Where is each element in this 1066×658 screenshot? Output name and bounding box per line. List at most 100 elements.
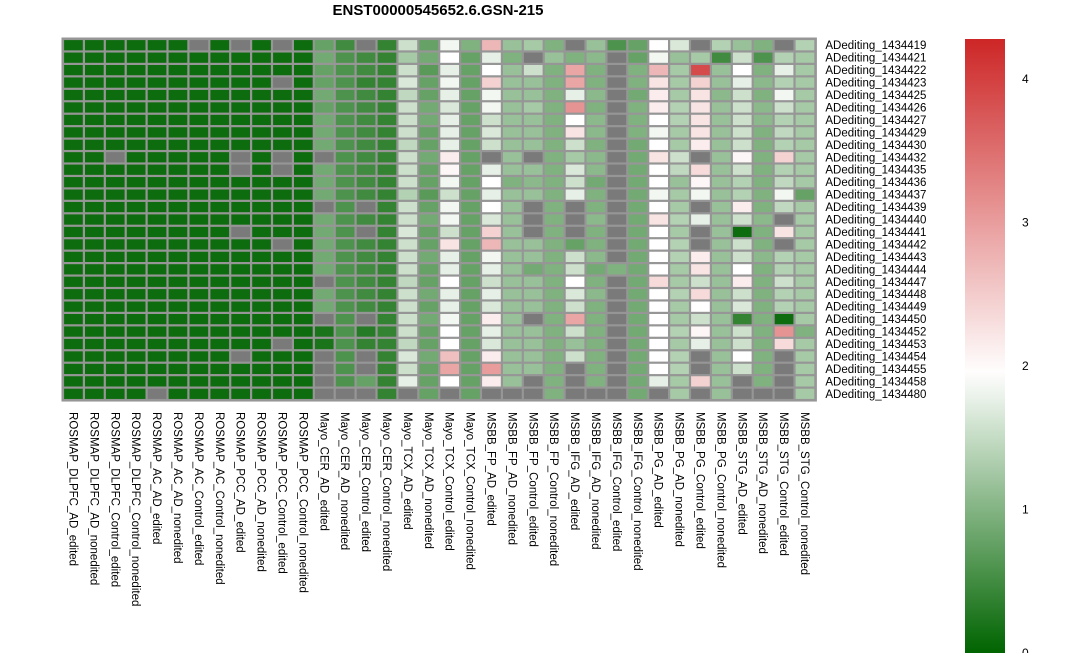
heatmap-cell <box>273 77 292 88</box>
heatmap-cell <box>440 326 459 337</box>
heatmap-cell <box>712 264 731 275</box>
row-label: ADediting_1434429 <box>825 127 926 139</box>
heatmap-cell <box>189 102 209 113</box>
heatmap-cell <box>649 164 668 175</box>
heatmap-cell <box>691 351 710 362</box>
heatmap-cell <box>691 139 710 150</box>
heatmap-cell <box>335 152 355 163</box>
heatmap-cell <box>753 314 773 325</box>
heatmap-cell <box>482 376 501 387</box>
heatmap-cell <box>795 214 815 225</box>
heatmap-cell <box>105 102 125 113</box>
heatmap-cell <box>544 52 564 63</box>
heatmap-cell <box>544 264 564 275</box>
heatmap-cell <box>105 65 125 76</box>
heatmap-cell <box>774 127 794 138</box>
row-label: ADediting_1434421 <box>825 53 926 65</box>
heatmap-cell <box>126 351 146 362</box>
heatmap-cell <box>503 177 522 188</box>
heatmap-cell <box>105 338 125 350</box>
heatmap-cell <box>440 226 459 238</box>
heatmap-cell <box>586 289 606 300</box>
heatmap-cell <box>64 177 83 188</box>
heatmap-cell <box>712 251 731 262</box>
heatmap-cell <box>565 289 585 300</box>
column-label: Mayo_TCX_AD_nonedited <box>422 412 434 549</box>
heatmap-cell <box>189 139 209 150</box>
heatmap-cell <box>126 52 146 63</box>
heatmap-cell <box>440 114 459 126</box>
heatmap-cell <box>670 314 689 325</box>
heatmap-cell <box>210 89 230 101</box>
heatmap-cell <box>628 314 648 325</box>
heatmap-cell <box>126 251 146 262</box>
heatmap-cell <box>356 52 376 63</box>
heatmap-cell <box>461 363 480 375</box>
heatmap-cell <box>503 139 522 150</box>
heatmap-cell <box>126 226 146 238</box>
heatmap-cell <box>273 363 292 375</box>
heatmap-cell <box>503 264 522 275</box>
heatmap-cell <box>335 177 355 188</box>
heatmap-cell <box>523 239 543 250</box>
heatmap-cell <box>231 251 250 262</box>
heatmap-cell <box>210 65 230 76</box>
heatmap-cell <box>523 226 543 238</box>
heatmap-cell <box>377 338 397 350</box>
heatmap-cell <box>440 289 459 300</box>
heatmap-cell <box>691 40 710 51</box>
heatmap-cell <box>628 177 648 188</box>
heatmap-cell <box>774 338 794 350</box>
heatmap-cell <box>189 264 209 275</box>
heatmap-cell <box>419 139 439 150</box>
heatmap-cell <box>398 276 418 287</box>
heatmap-cell <box>503 102 522 113</box>
heatmap-cell <box>126 276 146 287</box>
row-label: ADediting_1434449 <box>825 302 926 314</box>
heatmap-cell <box>712 388 731 399</box>
heatmap-cell <box>732 89 752 101</box>
column-label: MSBB_FP_Control_edited <box>526 412 538 547</box>
heatmap-cell <box>461 376 480 387</box>
heatmap-cell <box>294 251 313 262</box>
heatmap-cell <box>85 139 104 150</box>
heatmap-cell <box>586 102 606 113</box>
heatmap-cell <box>210 177 230 188</box>
row-label: ADediting_1434452 <box>825 327 926 339</box>
heatmap-cell <box>314 351 334 362</box>
heatmap-cell <box>712 177 731 188</box>
heatmap-cell <box>398 289 418 300</box>
heatmap-cell <box>356 289 376 300</box>
heatmap-cell <box>607 139 627 150</box>
heatmap-cell <box>210 363 230 375</box>
heatmap-cell <box>523 351 543 362</box>
chart-title: ENST00000545652.6.GSN-215 <box>333 2 544 19</box>
column-label: Mayo_CER_AD_nonedited <box>338 412 350 550</box>
heatmap-cell <box>126 301 146 312</box>
heatmap-cell <box>795 239 815 250</box>
heatmap-cell <box>649 301 668 312</box>
heatmap-cell <box>565 164 585 175</box>
heatmap-cell <box>544 338 564 350</box>
heatmap-cell <box>64 164 83 175</box>
heatmap-cell <box>523 40 543 51</box>
heatmap-cell <box>670 89 689 101</box>
heatmap-cell <box>565 214 585 225</box>
heatmap-cell <box>503 226 522 238</box>
heatmap-cell <box>294 264 313 275</box>
heatmap-cell <box>607 189 627 200</box>
heatmap-cell <box>503 65 522 76</box>
heatmap-cell <box>64 289 83 300</box>
heatmap-cell <box>210 314 230 325</box>
heatmap-cell <box>85 264 104 275</box>
heatmap-cell <box>147 77 167 88</box>
heatmap-cell <box>231 102 250 113</box>
heatmap-cell <box>273 189 292 200</box>
column-label: MSBB_STG_AD_nonedited <box>756 412 768 554</box>
heatmap-cell <box>607 214 627 225</box>
heatmap-cell <box>523 326 543 337</box>
heatmap-cell <box>252 301 271 312</box>
heatmap-cell <box>461 65 480 76</box>
heatmap-cell <box>586 189 606 200</box>
heatmap-cell <box>398 226 418 238</box>
